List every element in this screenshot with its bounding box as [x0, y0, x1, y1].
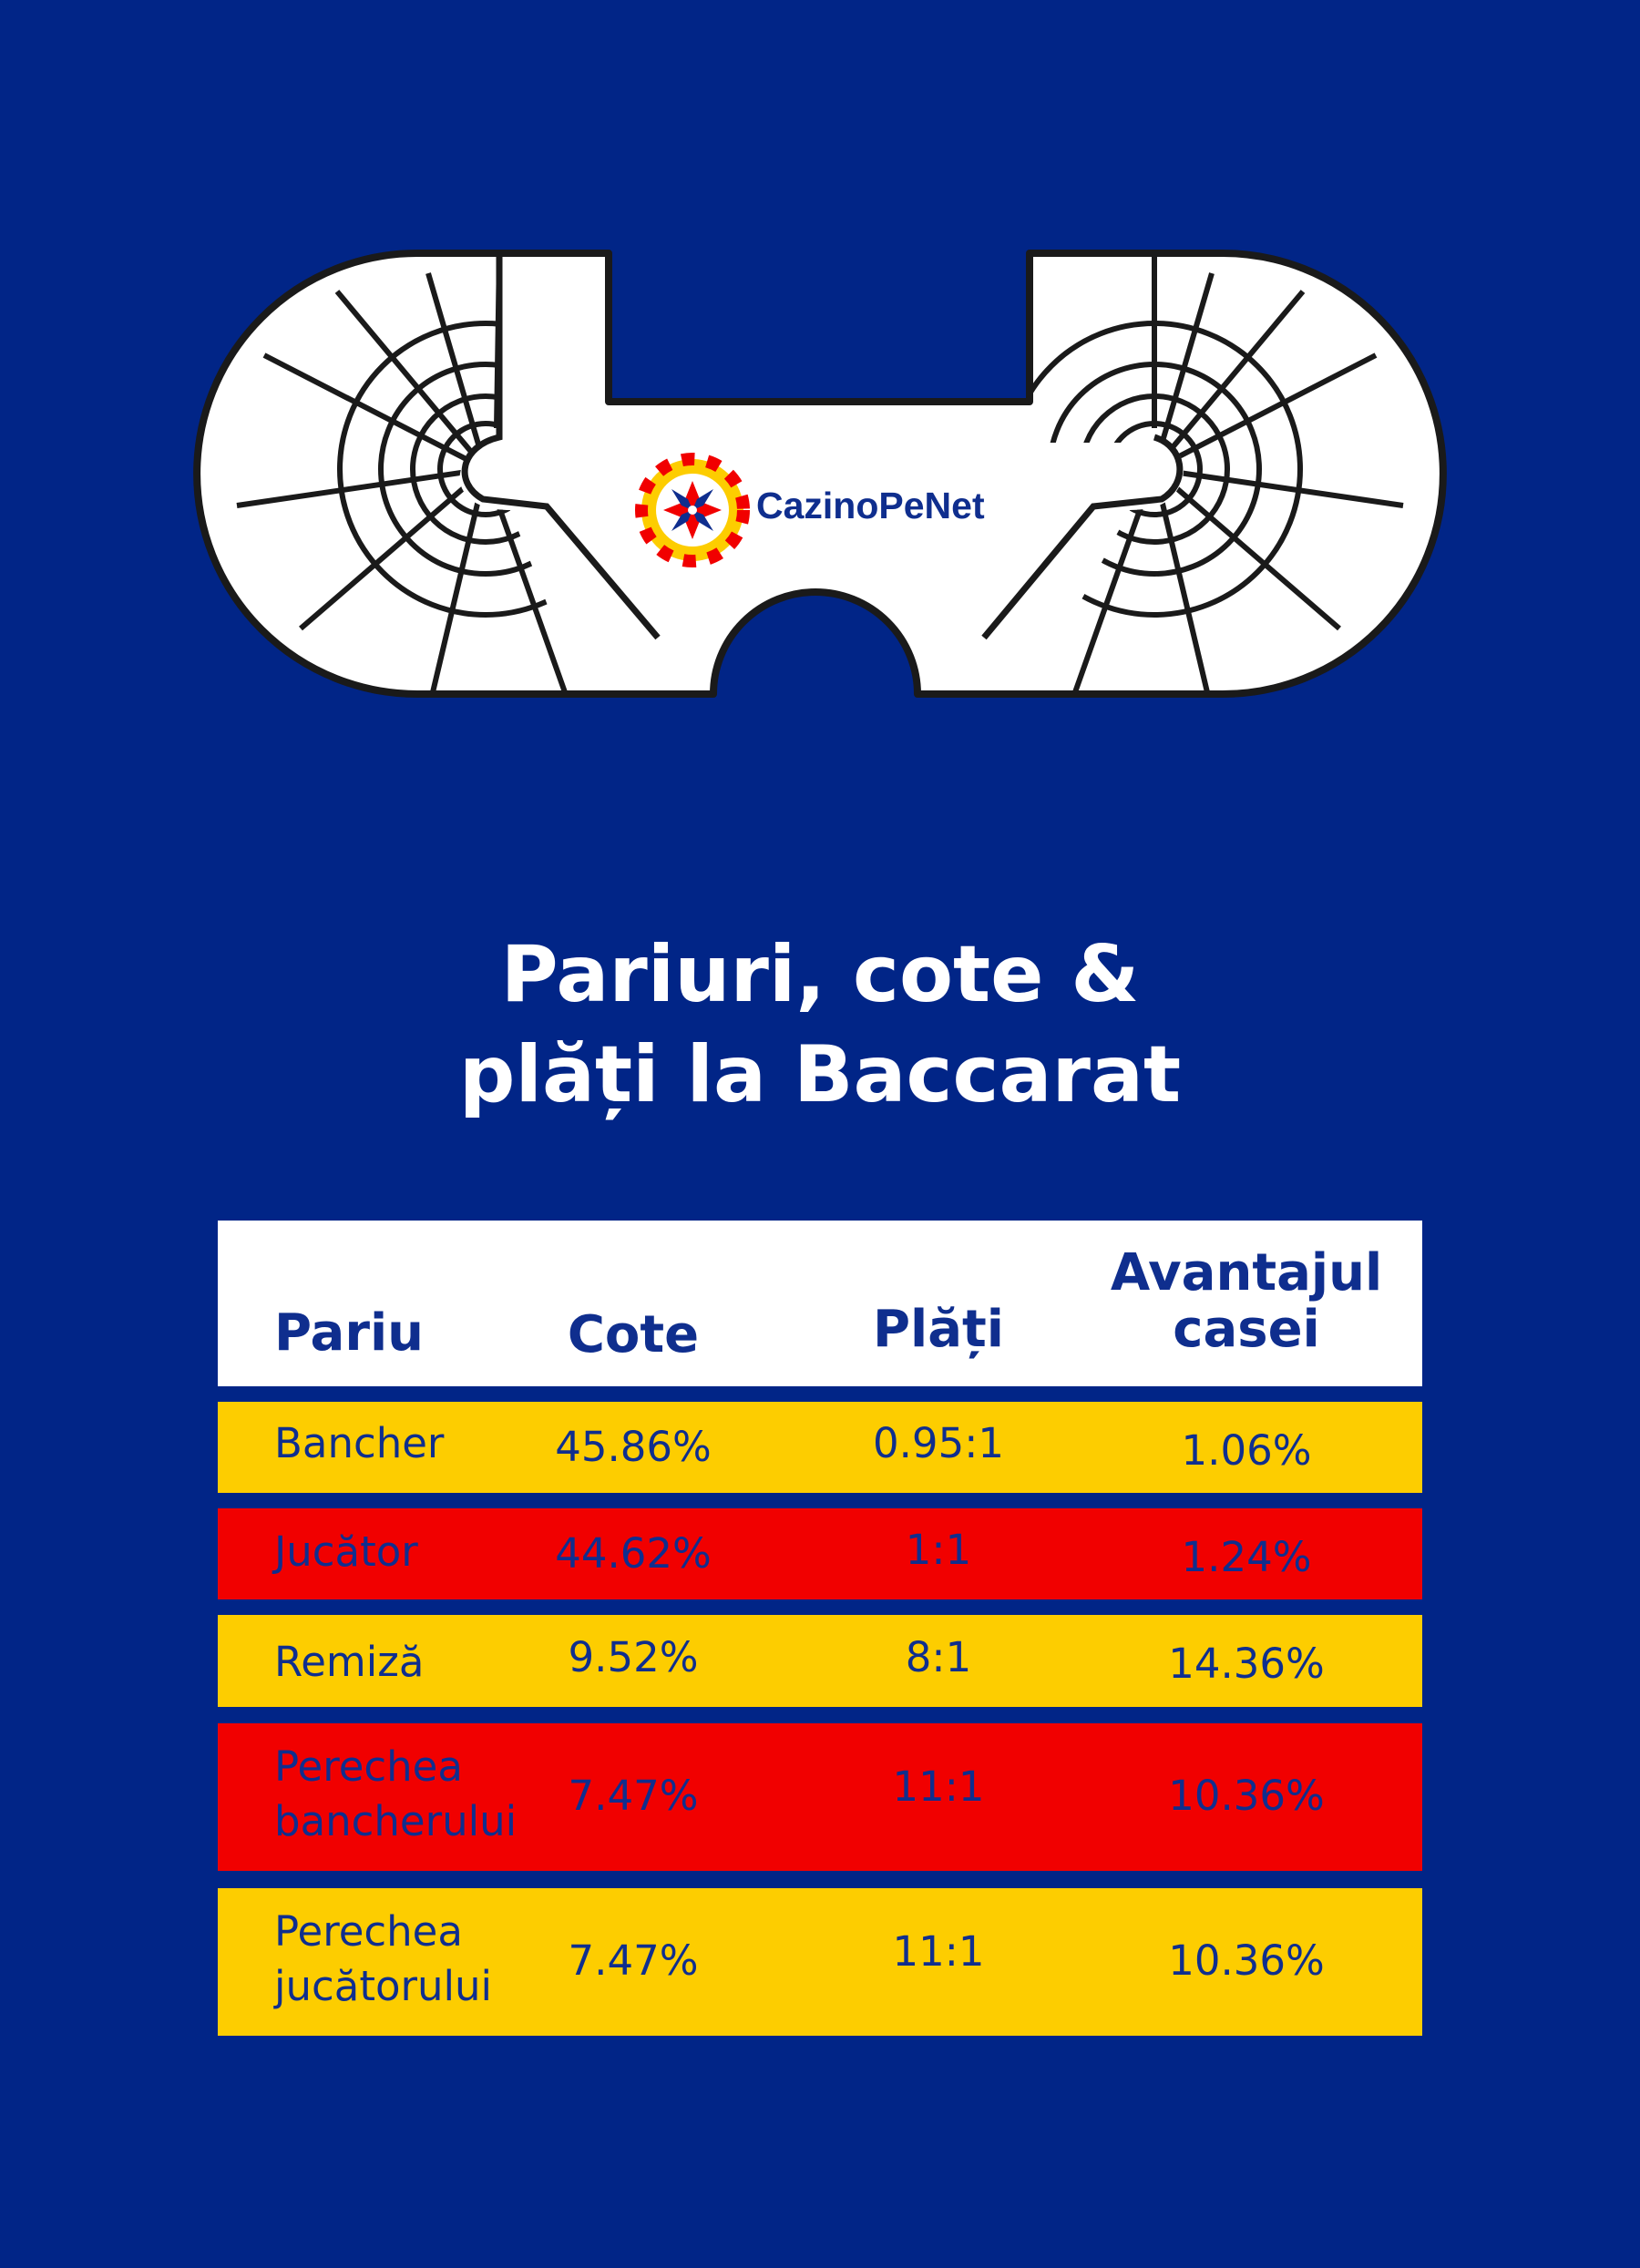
table-row: Remiză 9.52% 8:1 14.36%: [218, 1615, 1422, 1707]
house-edge-value: 1.06%: [1181, 1426, 1312, 1475]
table-row: Jucător 44.62% 1:1 1.24%: [218, 1508, 1422, 1599]
odds-value: 9.52%: [568, 1633, 699, 1681]
header-odds: Cote: [567, 1305, 700, 1364]
odds-value: 44.62%: [555, 1529, 712, 1578]
payout-value: 11:1: [892, 1762, 985, 1811]
bet-name-line1: Perechea: [274, 1907, 463, 1956]
page-title-line2: plăți la Baccarat: [458, 1029, 1182, 1120]
brand-name: CazinoPeNet: [756, 485, 985, 526]
house-edge-value: 1.24%: [1181, 1533, 1312, 1581]
header-house-edge-line2: casei: [1173, 1300, 1320, 1359]
bet-name-line1: Perechea: [274, 1742, 463, 1791]
house-edge-value: 14.36%: [1168, 1640, 1325, 1688]
bet-name: Bancher: [274, 1419, 445, 1467]
bet-name-line2: jucătorului: [274, 1962, 493, 2010]
header-payout: Plăți: [873, 1300, 1004, 1359]
payout-value: 1:1: [905, 1526, 972, 1574]
odds-value: 45.86%: [555, 1423, 712, 1471]
baccarat-table-illustration: [193, 250, 1447, 698]
header-bet: Pariu: [274, 1303, 425, 1363]
payout-value: 11:1: [892, 1927, 985, 1976]
payout-value: 8:1: [905, 1633, 972, 1681]
house-edge-value: 10.36%: [1168, 1772, 1325, 1820]
table-header: Pariu Cote Plăți Avantajul casei: [218, 1221, 1422, 1386]
payout-value: 0.95:1: [873, 1419, 1004, 1467]
table-row: Bancher 45.86% 0.95:1 1.06%: [218, 1402, 1422, 1493]
bet-name: Jucător: [274, 1527, 418, 1576]
odds-value: 7.47%: [568, 1936, 699, 1985]
table-row: Perechea bancherului 7.47% 11:1 10.36%: [218, 1723, 1422, 1871]
brand-logo-icon: [635, 453, 750, 567]
house-edge-value: 10.36%: [1168, 1936, 1325, 1985]
bet-name: Remiză: [274, 1638, 425, 1686]
page-title-line1: Pariuri, cote &: [500, 929, 1140, 1020]
table-row: Perechea jucătorului 7.47% 11:1 10.36%: [218, 1888, 1422, 2036]
odds-value: 7.47%: [568, 1772, 699, 1820]
header-house-edge-line1: Avantajul: [1110, 1243, 1383, 1303]
bet-name-line2: bancherului: [274, 1797, 518, 1845]
table-outline: [193, 250, 1447, 698]
